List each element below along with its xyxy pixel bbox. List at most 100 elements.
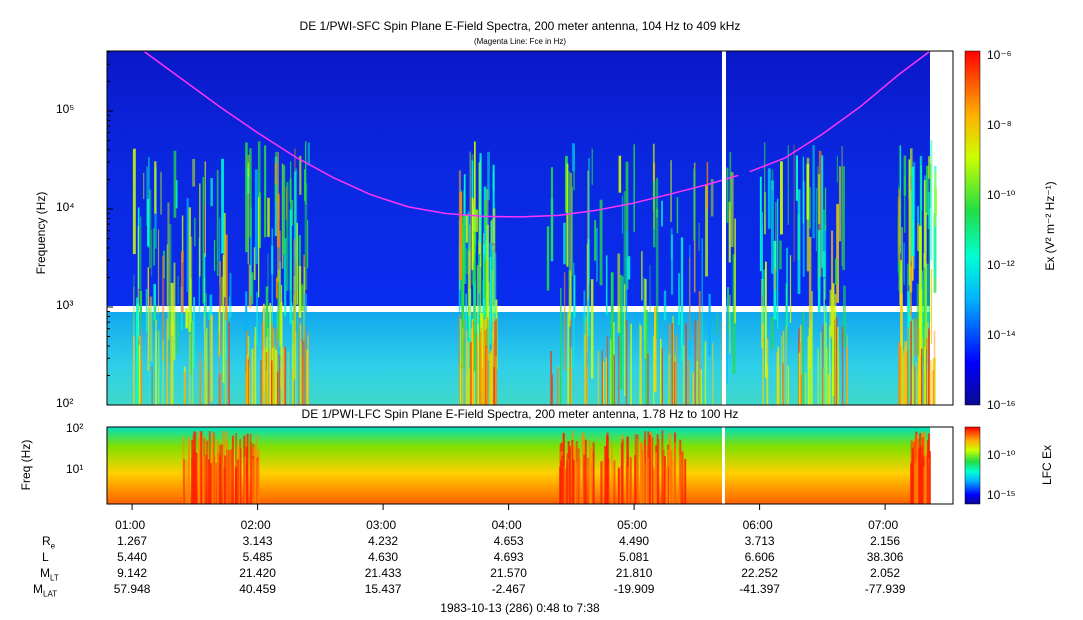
emission-streak bbox=[467, 341, 469, 405]
emission-streak bbox=[671, 323, 674, 405]
emission-streak bbox=[258, 192, 261, 249]
ephemeris-value: 5.485 bbox=[242, 550, 273, 564]
lfc-emission-streak bbox=[191, 439, 194, 504]
emission-streak bbox=[835, 316, 838, 405]
emission-streak bbox=[276, 371, 279, 405]
emission-streak bbox=[919, 353, 921, 405]
emission-streak bbox=[617, 336, 620, 405]
emission-streak bbox=[933, 330, 936, 405]
lfc-emission-streak bbox=[561, 455, 564, 504]
lfc-emission-streak bbox=[231, 435, 234, 504]
emission-streak bbox=[267, 348, 270, 405]
emission-streak bbox=[203, 252, 206, 363]
emission-streak bbox=[161, 255, 165, 361]
emission-streak bbox=[927, 191, 930, 230]
sfc-band-gap bbox=[107, 306, 930, 312]
emission-streak bbox=[698, 222, 700, 252]
emission-streak bbox=[837, 327, 839, 405]
emission-streak bbox=[793, 144, 795, 262]
emission-streak bbox=[260, 360, 262, 405]
emission-streak bbox=[154, 161, 157, 214]
emission-streak bbox=[584, 334, 586, 405]
emission-streak bbox=[495, 356, 497, 405]
emission-streak bbox=[494, 321, 496, 405]
emission-streak bbox=[647, 353, 649, 405]
emission-streak bbox=[643, 277, 645, 340]
emission-streak bbox=[216, 169, 219, 276]
emission-streak bbox=[459, 192, 463, 280]
emission-streak bbox=[262, 351, 265, 405]
emission-streak bbox=[818, 174, 821, 225]
emission-streak bbox=[483, 316, 485, 405]
lfc-emission-streak bbox=[927, 465, 930, 504]
emission-streak bbox=[821, 155, 824, 268]
emission-streak bbox=[908, 316, 912, 398]
emission-streak bbox=[919, 156, 922, 236]
emission-streak bbox=[199, 183, 201, 277]
emission-streak bbox=[899, 260, 902, 306]
emission-streak bbox=[493, 367, 495, 405]
emission-streak bbox=[204, 331, 206, 405]
emission-streak bbox=[680, 237, 684, 362]
emission-streak bbox=[491, 373, 494, 405]
emission-streak bbox=[218, 309, 220, 357]
lfc-emission-streak bbox=[571, 440, 574, 504]
lfc-emission-streak bbox=[208, 459, 210, 504]
ephemeris-value: 3.713 bbox=[744, 534, 775, 548]
emission-streak bbox=[623, 191, 626, 305]
ephemeris-row-subscript: LAT bbox=[43, 589, 58, 599]
emission-streak bbox=[726, 298, 728, 384]
emission-streak bbox=[494, 253, 497, 380]
emission-streak bbox=[910, 321, 912, 405]
emission-streak bbox=[563, 272, 566, 371]
lfc-emission-streak bbox=[917, 448, 920, 504]
emission-streak bbox=[591, 148, 593, 185]
emission-streak bbox=[920, 165, 922, 276]
emission-streak bbox=[802, 181, 805, 277]
lfc-emission-streak bbox=[664, 456, 666, 504]
emission-streak bbox=[928, 208, 931, 324]
emission-streak bbox=[728, 201, 731, 263]
ephemeris-value: 6.606 bbox=[744, 550, 775, 564]
emission-streak bbox=[897, 342, 900, 405]
emission-streak bbox=[911, 166, 915, 257]
emission-streak bbox=[898, 185, 900, 291]
emission-streak bbox=[625, 161, 629, 290]
emission-streak bbox=[489, 256, 492, 345]
ephemeris-value: 5.440 bbox=[117, 550, 148, 564]
lfc-emission-streak bbox=[253, 447, 256, 504]
emission-streak bbox=[734, 218, 736, 324]
emission-streak bbox=[927, 322, 929, 405]
lfc-emission-streak bbox=[684, 459, 687, 504]
emission-streak bbox=[811, 291, 813, 405]
lfc-emission-streak bbox=[185, 460, 188, 504]
lfc-emission-streak bbox=[588, 440, 591, 504]
emission-streak bbox=[278, 355, 281, 405]
ephemeris-value: 4.653 bbox=[493, 534, 524, 548]
emission-streak bbox=[624, 284, 626, 396]
emission-streak bbox=[774, 268, 776, 291]
emission-streak bbox=[169, 224, 172, 363]
ephemeris-value: -2.467 bbox=[491, 582, 526, 596]
emission-streak bbox=[762, 269, 766, 338]
emission-streak bbox=[633, 144, 635, 233]
emission-streak bbox=[903, 341, 906, 405]
emission-streak bbox=[822, 251, 826, 277]
ephemeris-value: 21.810 bbox=[615, 566, 653, 580]
lfc-emission-streak bbox=[197, 437, 200, 504]
ephemeris-value: 21.433 bbox=[364, 566, 402, 580]
emission-streak bbox=[822, 367, 825, 405]
lfc-emission-streak bbox=[914, 463, 916, 504]
emission-streak bbox=[225, 234, 228, 321]
emission-streak bbox=[221, 158, 224, 254]
emission-streak bbox=[462, 216, 465, 283]
emission-streak bbox=[229, 273, 232, 318]
emission-streak bbox=[253, 247, 256, 280]
emission-streak bbox=[621, 195, 623, 234]
emission-streak bbox=[474, 281, 476, 333]
emission-streak bbox=[271, 228, 273, 362]
emission-streak bbox=[836, 155, 838, 183]
emission-streak bbox=[265, 370, 268, 405]
emission-streak bbox=[307, 142, 310, 166]
emission-streak bbox=[900, 346, 902, 405]
